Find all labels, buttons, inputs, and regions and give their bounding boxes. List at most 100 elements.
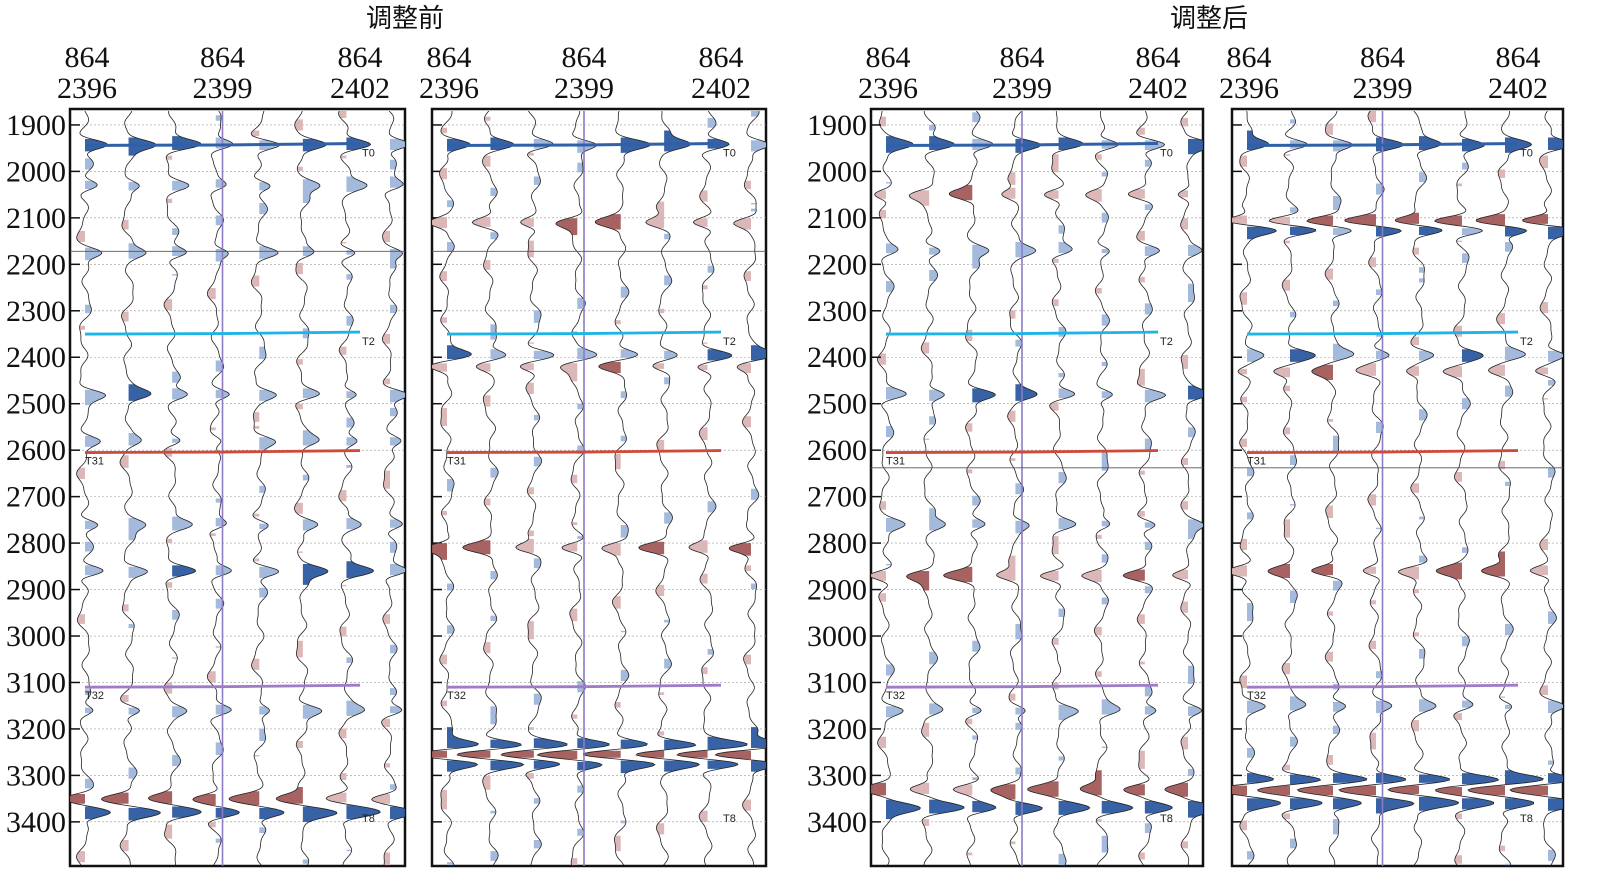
trace-6 — [1434, 111, 1500, 866]
amplitude-fill — [1333, 343, 1354, 361]
amplitude-fill — [577, 403, 584, 410]
amplitude-fill — [1462, 773, 1499, 785]
amplitude-fill — [302, 859, 309, 864]
amplitude-fill — [128, 432, 142, 446]
amplitude-fill — [490, 324, 497, 340]
trace-wiggle — [1467, 111, 1544, 866]
amplitude-fill — [533, 310, 542, 323]
amplitude-fill — [571, 522, 578, 525]
amplitude-fill — [1355, 363, 1376, 376]
amplitude-fill — [441, 700, 447, 707]
amplitude-fill — [1455, 813, 1462, 820]
amplitude-fill — [1101, 520, 1110, 527]
amplitude-fill — [172, 371, 181, 383]
amplitude-fill — [658, 308, 665, 314]
amplitude-fill — [1548, 773, 1563, 783]
amplitude-fill — [528, 727, 534, 730]
amplitude-fill — [1548, 798, 1563, 811]
amplitude-fill — [577, 347, 597, 360]
amplitude-fill — [929, 247, 940, 255]
amplitude-fill — [79, 325, 85, 330]
horizon-label-t8: T8 — [1160, 813, 1173, 825]
header-crossline-2396: 2396 — [858, 72, 918, 105]
horizon-label-t32: T32 — [447, 690, 466, 702]
amplitude-fill — [440, 127, 447, 134]
amplitude-fill — [1247, 851, 1254, 860]
amplitude-fill — [1499, 696, 1505, 698]
horizon-label-t8: T8 — [362, 813, 375, 825]
amplitude-fill — [1015, 623, 1022, 640]
amplitude-fill — [259, 182, 271, 191]
amplitude-fill — [447, 727, 479, 748]
amplitude-fill — [1144, 706, 1156, 715]
amplitude-fill — [664, 512, 673, 524]
amplitude-fill — [1505, 770, 1544, 785]
amplitude-fill — [447, 760, 478, 772]
amplitude-fill — [906, 570, 930, 591]
amplitude-fill — [1535, 367, 1548, 375]
seismic-panels: T0T2T31T32T88642396864239986424021900200… — [6, 41, 1565, 868]
amplitude-fill — [490, 810, 496, 814]
amplitude-fill — [390, 541, 397, 553]
horizon-t0 — [1246, 141, 1519, 147]
amplitude-fill — [326, 792, 347, 803]
amplitude-fill — [1376, 700, 1392, 714]
amplitude-fill — [120, 839, 129, 852]
amplitude-fill — [1240, 396, 1247, 403]
amplitude-fill — [527, 240, 534, 258]
horizon-label-t0: T0 — [1520, 147, 1533, 159]
amplitude-fill — [259, 706, 270, 715]
amplitude-fill — [1181, 458, 1188, 466]
amplitude-fill — [1180, 601, 1188, 613]
amplitude-fill — [384, 852, 390, 866]
amplitude-fill — [677, 750, 708, 758]
amplitude-fill — [1181, 736, 1188, 750]
trace-8 — [1509, 111, 1563, 866]
amplitude-fill — [346, 561, 374, 578]
amplitude-fill — [525, 382, 534, 394]
amplitude-fill — [259, 523, 269, 530]
header-crossline-2402: 2402 — [1488, 72, 1548, 105]
trace-wiggle — [432, 111, 480, 866]
amplitude-fill — [490, 851, 499, 861]
header-inline-2396: 864 — [65, 41, 110, 74]
amplitude-fill — [371, 793, 390, 804]
header-crossline-2402: 2402 — [691, 72, 751, 105]
amplitude-fill — [652, 363, 665, 369]
amplitude-fill — [1419, 649, 1425, 659]
amplitude-fill — [1290, 590, 1298, 604]
amplitude-fill — [929, 389, 945, 401]
trace-6 — [635, 111, 701, 866]
amplitude-fill — [929, 799, 965, 814]
amplitude-fill — [1325, 505, 1333, 519]
amplitude-fill — [1101, 212, 1109, 223]
trace-1 — [432, 111, 480, 866]
amplitude-fill — [879, 501, 886, 510]
amplitude-fill — [1101, 248, 1110, 254]
amplitude-fill — [253, 412, 260, 422]
amplitude-fill — [972, 519, 985, 528]
horizon-label-t2: T2 — [1160, 336, 1173, 348]
amplitude-fill — [1188, 665, 1195, 684]
amplitude-fill — [128, 707, 140, 715]
amplitude-fill — [482, 155, 491, 167]
amplitude-fill — [707, 265, 714, 273]
amplitude-fill — [990, 784, 1016, 800]
amplitude-fill — [1181, 841, 1188, 849]
trace-8 — [1164, 111, 1203, 866]
amplitude-fill — [702, 342, 708, 344]
amplitude-fill — [638, 541, 665, 555]
amplitude-fill — [664, 275, 672, 286]
amplitude-fill — [384, 763, 390, 768]
amplitude-fill — [1101, 800, 1133, 814]
amplitude-fill — [700, 573, 708, 584]
horizon-t31 — [84, 449, 361, 454]
trace-wiggle — [1232, 111, 1281, 866]
amplitude-fill — [296, 640, 303, 658]
amplitude-fill — [620, 435, 627, 442]
amplitude-fill — [744, 271, 751, 282]
amplitude-fill — [128, 518, 146, 541]
amplitude-fill — [490, 615, 497, 622]
amplitude-fill — [128, 623, 135, 629]
amplitude-fill — [432, 750, 447, 758]
